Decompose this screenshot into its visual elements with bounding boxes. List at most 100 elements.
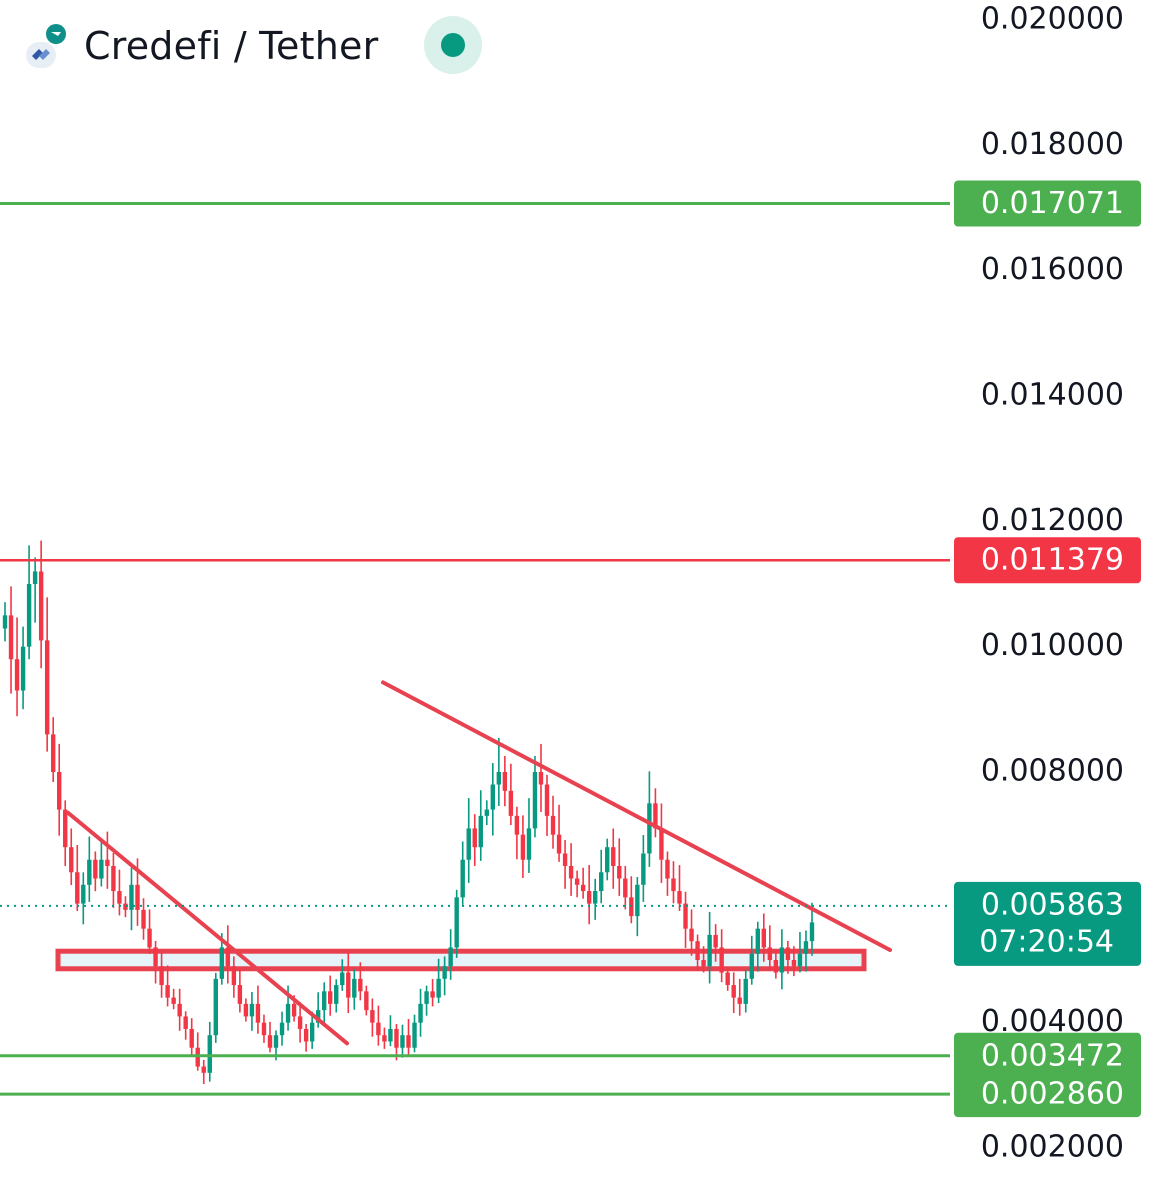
candle-body — [2, 615, 8, 629]
candle-body — [719, 947, 724, 973]
candle-body — [249, 1003, 255, 1017]
y-tick-label: 0.002000 — [981, 1130, 1124, 1165]
candle-body — [285, 1003, 291, 1023]
candle-body — [605, 847, 610, 873]
candle-body — [394, 1028, 399, 1048]
candle-body — [809, 922, 815, 942]
candle-body — [44, 640, 50, 735]
candle-body — [508, 790, 514, 816]
credefi-logo-icon — [26, 24, 66, 68]
candle-body — [165, 985, 170, 998]
price-badge-label: 0.011379 — [981, 543, 1124, 578]
candle-body — [129, 884, 134, 910]
candle-body — [255, 1003, 261, 1023]
candle-body — [358, 978, 363, 992]
candle-body — [623, 878, 628, 898]
candle-body — [695, 941, 700, 960]
candle-body — [683, 903, 688, 929]
candle-body — [370, 1010, 375, 1023]
candle-body — [424, 991, 429, 1004]
candle-body — [599, 872, 604, 892]
candle-body — [761, 928, 767, 948]
candle-body — [779, 947, 785, 973]
candle-body — [436, 978, 441, 998]
candle-body — [321, 991, 327, 1011]
candle-body — [791, 960, 797, 967]
candle-body — [737, 997, 742, 1004]
candle-body — [237, 985, 243, 1004]
candle-body — [556, 834, 562, 854]
symbol-title: Credefi / Tether — [84, 24, 379, 68]
candle-body — [689, 928, 694, 942]
candle-body — [472, 828, 477, 848]
y-tick-label: 0.016000 — [981, 252, 1124, 287]
candle-body — [14, 659, 20, 691]
candle-body — [135, 884, 140, 910]
candle-body — [26, 584, 32, 647]
price-badge-0.011379 — [954, 537, 1141, 584]
candle-body — [87, 859, 92, 885]
candle-body — [659, 828, 664, 860]
candle-body — [611, 847, 616, 866]
candle-body — [20, 646, 26, 691]
candle-body — [743, 978, 748, 1004]
candle-body — [635, 884, 640, 917]
candle-body — [111, 866, 116, 892]
trendline-1[interactable] — [66, 810, 349, 1046]
candle-body — [797, 953, 803, 967]
candle-body — [538, 772, 544, 785]
candle-body — [183, 1016, 188, 1029]
y-tick-label: 0.014000 — [981, 378, 1124, 413]
price-badge-0.003472 — [954, 1032, 1141, 1079]
candle-body — [99, 859, 104, 879]
candle-body — [147, 928, 152, 948]
candle-body — [448, 947, 453, 967]
candle-body — [580, 884, 586, 892]
y-tick-label: 0.012000 — [981, 503, 1124, 538]
candle-body — [207, 1035, 212, 1073]
candle-body — [496, 772, 502, 785]
candle-body — [261, 1022, 267, 1036]
candle-body — [105, 859, 110, 866]
support-zone — [55, 948, 867, 972]
candle-body — [586, 891, 592, 904]
candle-body — [69, 847, 74, 873]
candle-body — [63, 809, 68, 848]
y-tick-label: 0.010000 — [981, 628, 1124, 663]
candle-body — [767, 947, 773, 960]
price-badge-label: 0.017071 — [981, 186, 1124, 221]
candle-body — [291, 1003, 297, 1017]
price-badge-label: 0.003472 — [981, 1038, 1124, 1073]
candle-body — [617, 866, 622, 879]
candle-body — [75, 872, 80, 904]
candle-body — [171, 997, 176, 1004]
candle-body — [303, 1028, 309, 1042]
candle-body — [388, 1028, 393, 1042]
candle-body — [8, 615, 14, 660]
candle-body — [701, 960, 706, 967]
candle-body — [574, 878, 580, 885]
candle-body — [773, 960, 779, 973]
candle-body — [677, 891, 682, 904]
candle-body — [526, 828, 532, 860]
candle-body — [279, 1022, 285, 1036]
candle-body — [123, 903, 128, 910]
candle-body — [382, 1035, 387, 1042]
candle-body — [641, 853, 646, 885]
candle-body — [550, 815, 556, 835]
candle-body — [400, 1035, 405, 1048]
current-price-badge — [954, 881, 1141, 966]
candle-body — [442, 966, 447, 979]
candle-body — [412, 1022, 417, 1048]
candle-body — [514, 815, 520, 835]
price-badge-0.002860 — [954, 1071, 1141, 1118]
candle-body — [346, 972, 351, 998]
candle-body — [430, 991, 435, 998]
candle-body — [315, 1010, 321, 1023]
y-tick-label: 0.020000 — [981, 2, 1124, 37]
market-open-dot — [441, 33, 465, 57]
y-tick-label: 0.018000 — [981, 127, 1124, 162]
candle-body — [785, 947, 791, 960]
candle-body — [213, 978, 218, 1036]
